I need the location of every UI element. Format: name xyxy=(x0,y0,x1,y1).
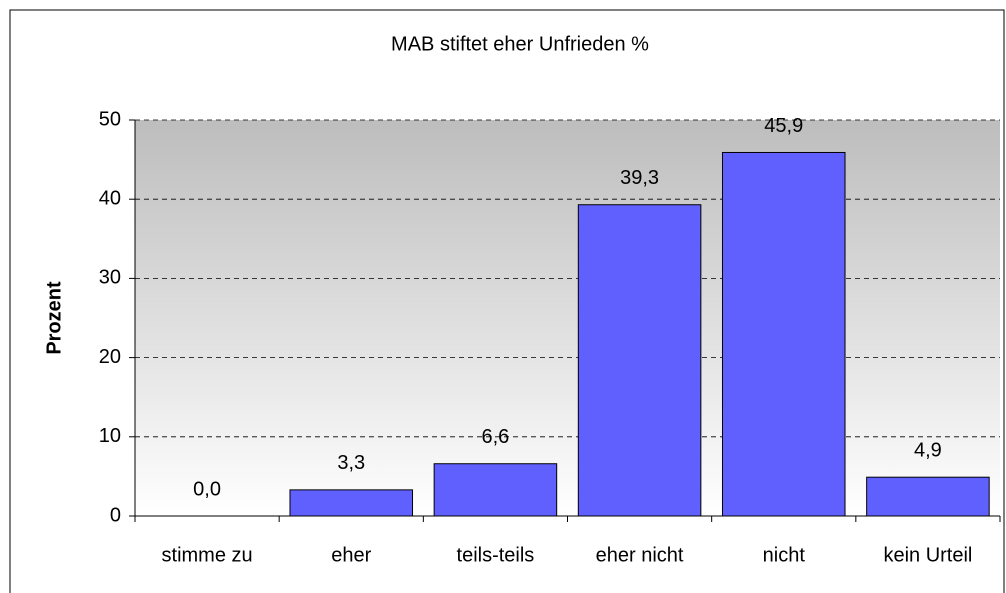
x-tick-label: eher nicht xyxy=(596,544,684,566)
y-axis-label: Prozent xyxy=(43,281,65,355)
x-tick-label: nicht xyxy=(763,544,806,566)
y-tick-label: 20 xyxy=(99,346,121,368)
bar xyxy=(577,204,702,517)
bar xyxy=(866,476,990,517)
value-label: 45,9 xyxy=(764,115,803,137)
value-label: 3,3 xyxy=(337,452,365,474)
value-label: 4,9 xyxy=(914,439,942,461)
value-label: 0,0 xyxy=(193,478,221,500)
plot-area xyxy=(135,120,1000,516)
x-tick-label: teils-teils xyxy=(457,544,535,566)
x-tick-label: kein Urteil xyxy=(883,544,972,566)
bar xyxy=(289,489,414,517)
y-tick-label: 40 xyxy=(99,187,121,209)
value-label: 39,3 xyxy=(620,167,659,189)
value-label: 6,6 xyxy=(482,426,510,448)
bar xyxy=(433,463,558,517)
bar xyxy=(721,151,846,517)
x-tick-label: eher xyxy=(331,544,371,566)
y-tick-label: 10 xyxy=(99,425,121,447)
chart-title: MAB stiftet eher Unfrieden % xyxy=(391,33,649,55)
x-tick-label: stimme zu xyxy=(162,544,253,566)
y-tick-label: 50 xyxy=(99,108,121,130)
y-tick-label: 30 xyxy=(99,267,121,289)
y-tick-label: 0 xyxy=(110,504,121,526)
chart-border xyxy=(9,9,1005,593)
